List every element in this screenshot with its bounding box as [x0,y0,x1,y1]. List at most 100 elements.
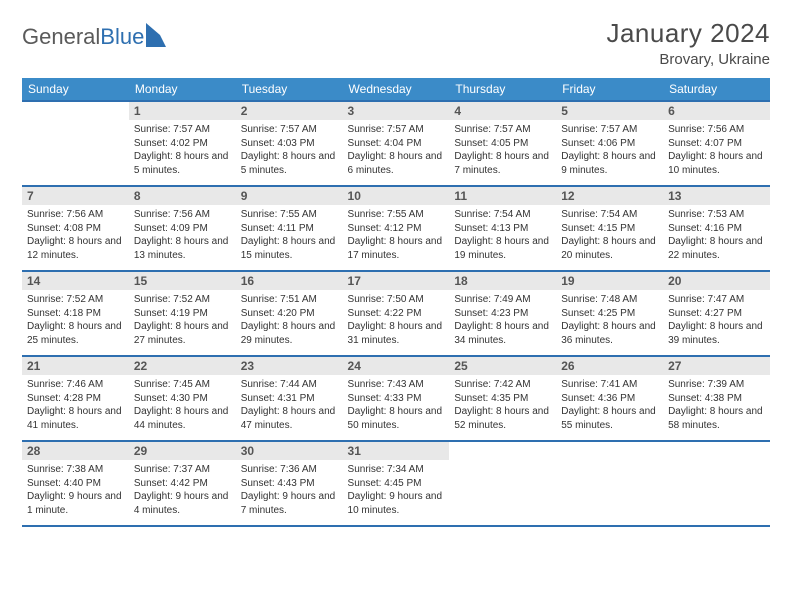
sunset-text: Sunset: 4:35 PM [454,392,551,406]
day-body [449,446,556,504]
week-row: 14Sunrise: 7:52 AMSunset: 4:18 PMDayligh… [22,271,770,356]
day-number: 23 [236,357,343,375]
day-number: 22 [129,357,236,375]
day-number: 8 [129,187,236,205]
day-cell: 17Sunrise: 7:50 AMSunset: 4:22 PMDayligh… [343,271,450,356]
day-body: Sunrise: 7:47 AMSunset: 4:27 PMDaylight:… [663,290,770,355]
daylight-text: Daylight: 8 hours and 29 minutes. [241,320,338,347]
day-number: 10 [343,187,450,205]
day-number: 14 [22,272,129,290]
sunset-text: Sunset: 4:08 PM [27,222,124,236]
day-body: Sunrise: 7:55 AMSunset: 4:11 PMDaylight:… [236,205,343,270]
sunrise-text: Sunrise: 7:54 AM [561,208,658,222]
day-body: Sunrise: 7:41 AMSunset: 4:36 PMDaylight:… [556,375,663,440]
day-body: Sunrise: 7:38 AMSunset: 4:40 PMDaylight:… [22,460,129,525]
day-number: 16 [236,272,343,290]
day-cell [22,101,129,186]
day-number: 6 [663,102,770,120]
day-number: 24 [343,357,450,375]
dow-monday: Monday [129,78,236,101]
daylight-text: Daylight: 9 hours and 4 minutes. [134,490,231,517]
day-cell: 26Sunrise: 7:41 AMSunset: 4:36 PMDayligh… [556,356,663,441]
week-row: 28Sunrise: 7:38 AMSunset: 4:40 PMDayligh… [22,441,770,526]
dow-wednesday: Wednesday [343,78,450,101]
day-number: 15 [129,272,236,290]
sunrise-text: Sunrise: 7:47 AM [668,293,765,307]
day-body: Sunrise: 7:57 AMSunset: 4:05 PMDaylight:… [449,120,556,185]
daylight-text: Daylight: 8 hours and 12 minutes. [27,235,124,262]
day-cell: 9Sunrise: 7:55 AMSunset: 4:11 PMDaylight… [236,186,343,271]
sunset-text: Sunset: 4:22 PM [348,307,445,321]
sunrise-text: Sunrise: 7:36 AM [241,463,338,477]
daylight-text: Daylight: 8 hours and 55 minutes. [561,405,658,432]
daylight-text: Daylight: 8 hours and 9 minutes. [561,150,658,177]
sunset-text: Sunset: 4:07 PM [668,137,765,151]
day-number: 26 [556,357,663,375]
day-cell: 10Sunrise: 7:55 AMSunset: 4:12 PMDayligh… [343,186,450,271]
day-number: 18 [449,272,556,290]
day-cell: 24Sunrise: 7:43 AMSunset: 4:33 PMDayligh… [343,356,450,441]
day-body: Sunrise: 7:56 AMSunset: 4:09 PMDaylight:… [129,205,236,270]
daylight-text: Daylight: 8 hours and 5 minutes. [134,150,231,177]
daylight-text: Daylight: 9 hours and 7 minutes. [241,490,338,517]
sunset-text: Sunset: 4:42 PM [134,477,231,491]
logo-text-1: General [22,24,100,50]
sunset-text: Sunset: 4:27 PM [668,307,765,321]
sunset-text: Sunset: 4:25 PM [561,307,658,321]
day-body: Sunrise: 7:57 AMSunset: 4:02 PMDaylight:… [129,120,236,185]
sunrise-text: Sunrise: 7:44 AM [241,378,338,392]
day-body [663,446,770,504]
week-row: 7Sunrise: 7:56 AMSunset: 4:08 PMDaylight… [22,186,770,271]
day-number: 2 [236,102,343,120]
sunset-text: Sunset: 4:19 PM [134,307,231,321]
sunrise-text: Sunrise: 7:50 AM [348,293,445,307]
day-number: 13 [663,187,770,205]
day-body: Sunrise: 7:52 AMSunset: 4:19 PMDaylight:… [129,290,236,355]
sunrise-text: Sunrise: 7:46 AM [27,378,124,392]
sunset-text: Sunset: 4:33 PM [348,392,445,406]
day-cell: 15Sunrise: 7:52 AMSunset: 4:19 PMDayligh… [129,271,236,356]
day-cell: 5Sunrise: 7:57 AMSunset: 4:06 PMDaylight… [556,101,663,186]
sunset-text: Sunset: 4:45 PM [348,477,445,491]
day-cell: 23Sunrise: 7:44 AMSunset: 4:31 PMDayligh… [236,356,343,441]
day-cell: 6Sunrise: 7:56 AMSunset: 4:07 PMDaylight… [663,101,770,186]
dow-saturday: Saturday [663,78,770,101]
day-body: Sunrise: 7:56 AMSunset: 4:08 PMDaylight:… [22,205,129,270]
day-number: 12 [556,187,663,205]
day-body: Sunrise: 7:44 AMSunset: 4:31 PMDaylight:… [236,375,343,440]
day-body: Sunrise: 7:57 AMSunset: 4:06 PMDaylight:… [556,120,663,185]
day-body: Sunrise: 7:48 AMSunset: 4:25 PMDaylight:… [556,290,663,355]
sunset-text: Sunset: 4:03 PM [241,137,338,151]
day-cell: 21Sunrise: 7:46 AMSunset: 4:28 PMDayligh… [22,356,129,441]
dow-friday: Friday [556,78,663,101]
sunset-text: Sunset: 4:30 PM [134,392,231,406]
sunrise-text: Sunrise: 7:48 AM [561,293,658,307]
day-body: Sunrise: 7:55 AMSunset: 4:12 PMDaylight:… [343,205,450,270]
daylight-text: Daylight: 8 hours and 25 minutes. [27,320,124,347]
sunset-text: Sunset: 4:23 PM [454,307,551,321]
day-cell [663,441,770,526]
sunrise-text: Sunrise: 7:52 AM [27,293,124,307]
day-cell: 3Sunrise: 7:57 AMSunset: 4:04 PMDaylight… [343,101,450,186]
sunrise-text: Sunrise: 7:37 AM [134,463,231,477]
daylight-text: Daylight: 8 hours and 6 minutes. [348,150,445,177]
dow-tuesday: Tuesday [236,78,343,101]
day-cell: 25Sunrise: 7:42 AMSunset: 4:35 PMDayligh… [449,356,556,441]
day-number: 21 [22,357,129,375]
sunset-text: Sunset: 4:20 PM [241,307,338,321]
daylight-text: Daylight: 8 hours and 50 minutes. [348,405,445,432]
daylight-text: Daylight: 8 hours and 27 minutes. [134,320,231,347]
day-cell: 22Sunrise: 7:45 AMSunset: 4:30 PMDayligh… [129,356,236,441]
daylight-text: Daylight: 8 hours and 34 minutes. [454,320,551,347]
header: GeneralBlue January 2024 Brovary, Ukrain… [22,18,770,68]
day-number: 9 [236,187,343,205]
sunset-text: Sunset: 4:40 PM [27,477,124,491]
day-body: Sunrise: 7:54 AMSunset: 4:13 PMDaylight:… [449,205,556,270]
daylight-text: Daylight: 8 hours and 39 minutes. [668,320,765,347]
daylight-text: Daylight: 9 hours and 1 minute. [27,490,124,517]
day-cell: 28Sunrise: 7:38 AMSunset: 4:40 PMDayligh… [22,441,129,526]
sunrise-text: Sunrise: 7:41 AM [561,378,658,392]
sunrise-text: Sunrise: 7:57 AM [134,123,231,137]
sunset-text: Sunset: 4:16 PM [668,222,765,236]
calendar-page: GeneralBlue January 2024 Brovary, Ukrain… [0,0,792,537]
